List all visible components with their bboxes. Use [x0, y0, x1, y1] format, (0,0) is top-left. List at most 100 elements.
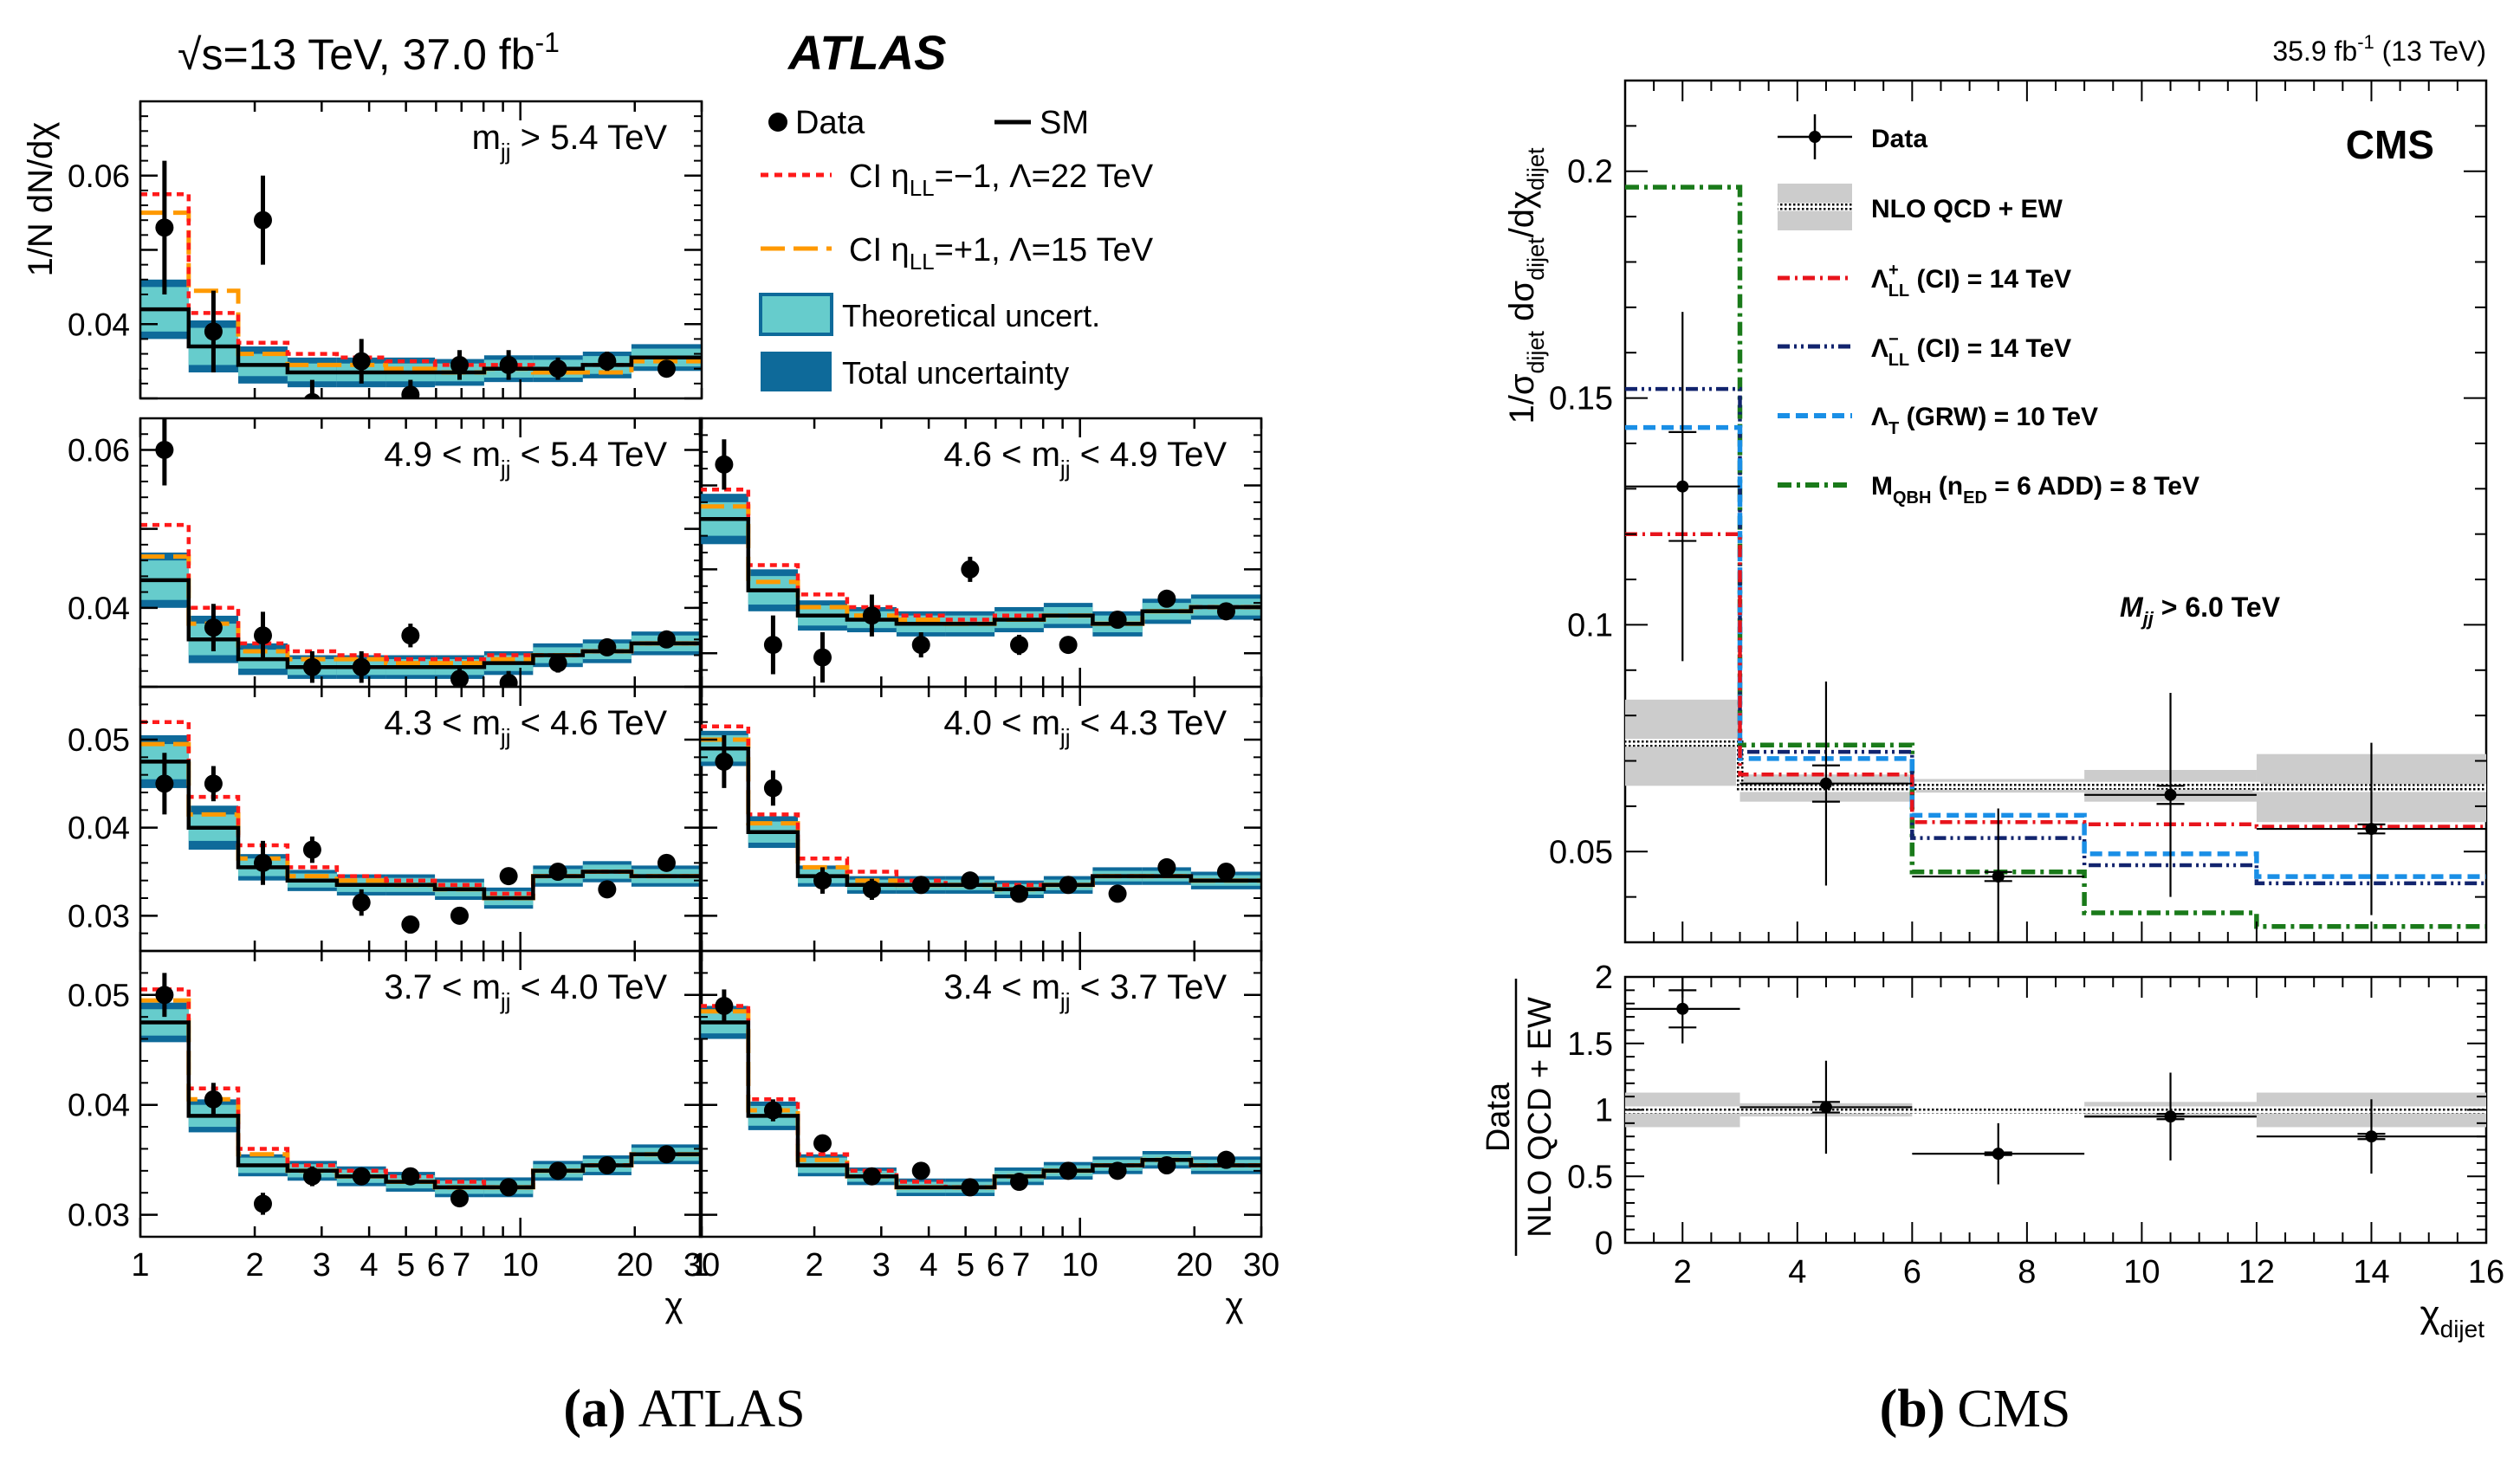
atlas-data-point: [715, 996, 734, 1015]
atlas-data-point: [813, 871, 832, 890]
cms-ratio-point: [1676, 1002, 1689, 1015]
cms-ratio-ytick-label: 1.5: [1567, 1026, 1613, 1063]
cms-ratio-ytick-label: 2: [1595, 960, 1613, 996]
atlas-xtick-label: 10: [502, 1247, 539, 1284]
cms-xlabel: χdijet: [2420, 1293, 2485, 1342]
atlas-data-point: [1059, 1161, 1078, 1180]
atlas-data-point: [598, 880, 617, 899]
atlas-data-point: [450, 355, 469, 374]
cms-data-point: [1819, 777, 1832, 790]
atlas-data-point: [302, 657, 321, 676]
atlas-ci-neg-line: [700, 724, 1261, 888]
cms-ratio-plot: [1625, 977, 2486, 1185]
cms-data-point: [1676, 480, 1689, 493]
atlas-data-point: [499, 673, 518, 687]
legend-ci-neg-label: CI ηLL=−1, Λ=22 TeV: [849, 158, 1154, 201]
atlas-ci-neg-line: [700, 488, 1261, 626]
atlas-data-point: [352, 657, 371, 676]
cms-data-point: [1992, 870, 2005, 883]
legend-data-label: Data: [795, 105, 865, 141]
atlas-ytick-label: 0.04: [68, 591, 130, 626]
atlas-brand: ATLAS: [787, 25, 947, 80]
atlas-xtick-label: 5: [397, 1247, 415, 1284]
atlas-data-point: [657, 853, 676, 872]
atlas-data-point: [499, 867, 518, 886]
atlas-data-point: [352, 352, 371, 371]
atlas-data-point: [499, 355, 518, 374]
atlas-data-point: [862, 606, 881, 625]
cms-xtick-label: 12: [2238, 1254, 2275, 1290]
atlas-panel-label: 4.9 < mjj < 5.4 TeV: [384, 436, 667, 482]
atlas-data-point: [548, 1161, 567, 1180]
atlas-data-point: [204, 322, 223, 341]
atlas-ytick-label: 0.04: [68, 811, 130, 846]
cms-ratio-point: [1819, 1101, 1832, 1114]
atlas-ytick-label: 0.03: [68, 1198, 130, 1233]
atlas-panel-label: 3.4 < mjj < 3.7 TeV: [943, 968, 1227, 1014]
cms-top-plot: [1625, 184, 2486, 942]
atlas-data-point: [1157, 589, 1176, 608]
atlas-data-point: [303, 392, 321, 398]
cms-ylabel-top: 1/σdijet dσdijet/dχdijet: [1503, 147, 1549, 424]
atlas-plot-area: [140, 720, 702, 934]
atlas-panel-0: 0.04 0.06 mjj > 5.4 TeV: [68, 100, 703, 400]
atlas-data-point: [657, 1145, 676, 1164]
atlas-data-point: [911, 876, 930, 895]
legend-total-swatch: [761, 352, 832, 391]
legend-theory-label: Theoretical uncert.: [842, 298, 1100, 333]
cms-lumi: 35.9 fb-1 (13 TeV): [2272, 31, 2486, 67]
atlas-data-point: [598, 352, 617, 371]
atlas-sm-line: [140, 760, 702, 901]
atlas-xtick-label: 4: [360, 1247, 379, 1284]
legend-total-label: Total uncertainty: [842, 355, 1069, 391]
atlas-sm-line: [140, 578, 702, 669]
atlas-data-point: [450, 1189, 469, 1208]
legend-data-marker: [768, 113, 787, 132]
atlas-data-point: [1216, 1150, 1235, 1169]
atlas-figure: √s=13 TeV, 37.0 fb-1 ATLAS 1/N dN/dχ Dat…: [22, 25, 1279, 1439]
atlas-data-point: [763, 636, 782, 655]
atlas-data-point: [657, 630, 676, 649]
cms-brand: CMS: [2346, 122, 2434, 167]
atlas-data-point: [401, 626, 420, 645]
atlas-xtick-label: 2: [805, 1247, 823, 1284]
atlas-data-point: [401, 1167, 420, 1186]
atlas-data-point: [961, 1178, 980, 1197]
cms-data-point: [2365, 823, 2378, 836]
cms-ratio-area: [1625, 977, 2486, 1185]
atlas-ytick-label: 0.06: [68, 158, 130, 194]
cms-xtick-label: 14: [2353, 1254, 2389, 1290]
atlas-ytick-label: 0.05: [68, 722, 130, 758]
atlas-ytick-label: 0.05: [68, 978, 130, 1013]
atlas-data-point: [763, 1101, 782, 1120]
cms-legend-data-marker: [1809, 131, 1821, 143]
atlas-plot-area: [700, 724, 1261, 903]
atlas-xtick-label: 30: [683, 1247, 720, 1284]
atlas-data-point: [253, 1194, 272, 1213]
cms-legend-data-label: Data: [1871, 125, 1927, 153]
atlas-data-point: [1059, 636, 1078, 655]
atlas-sm-line: [700, 517, 1261, 626]
atlas-xtick-label: 30: [1243, 1247, 1279, 1284]
atlas-sm-line: [140, 307, 702, 375]
atlas-data-point: [253, 626, 272, 645]
atlas-data-point: [657, 359, 676, 378]
cms-ylabel-ratio-den: NLO QCD + EW: [1522, 997, 1558, 1238]
atlas-data-point: [813, 1134, 832, 1153]
atlas-xtick-label: 3: [872, 1247, 891, 1284]
atlas-panel-label: 4.3 < mjj < 4.6 TeV: [384, 704, 667, 750]
atlas-panel-6: 1 2 3 4 5 6 7 10 20 30 3.4 < mjj < 3.7 TeV: [690, 949, 1279, 1284]
atlas-data-point: [1009, 1173, 1028, 1192]
atlas-data-point: [204, 1090, 223, 1109]
atlas-data-point: [450, 906, 469, 925]
cms-legend: Data NLO QCD + EW Λ+ LL (CI) = 14 TeV Λ− L…: [1778, 114, 2199, 508]
cms-ytick-label: 0.2: [1567, 154, 1613, 191]
atlas-data-point: [1108, 884, 1127, 903]
atlas-panel-label: 3.7 < mjj < 4.0 TeV: [384, 968, 667, 1014]
atlas-data-point: [204, 618, 223, 637]
atlas-panel-frame: [139, 949, 703, 1238]
cms-ratio-ytick-label: 1: [1595, 1093, 1613, 1129]
atlas-data-point: [961, 559, 980, 579]
cms-xtick-label: 2: [1674, 1254, 1692, 1290]
atlas-data-point: [1216, 602, 1235, 621]
